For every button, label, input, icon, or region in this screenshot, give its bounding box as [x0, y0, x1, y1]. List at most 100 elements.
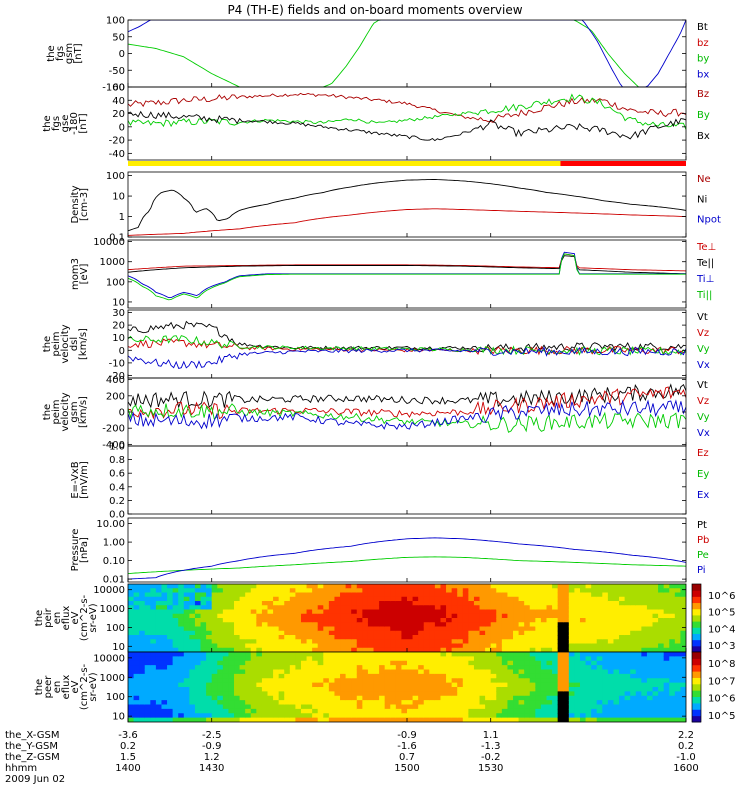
series-line-vt	[128, 383, 686, 409]
y-axis-label: mom3[eV]	[70, 258, 90, 290]
legend-entry: by	[697, 54, 709, 65]
spectrogram-image	[128, 652, 686, 722]
svg-text:mom3: mom3	[70, 258, 81, 290]
y-tick-label: 10.00	[96, 519, 125, 530]
y-tick-label: 1000	[100, 673, 125, 684]
x-axis-row-label: the_X-GSM	[5, 730, 59, 741]
panel-frame	[127, 171, 687, 238]
y-tick-label: 0	[119, 346, 125, 357]
series-line-bx	[128, 20, 686, 87]
series-line-ni	[128, 178, 686, 232]
y-axis-label: E=-VxB[mV/m]	[70, 461, 90, 499]
x-axis-tick-value: -2.5	[202, 730, 222, 741]
svg-text:dsl: dsl	[69, 337, 80, 351]
y-axis-label: Density[cm-3]	[70, 185, 90, 223]
y-tick-label: 0.1	[109, 233, 125, 244]
svg-text:fgs: fgs	[51, 116, 62, 131]
y-tick-label: 1	[119, 212, 125, 223]
y-tick-label: 10	[112, 642, 125, 653]
y-tick-label: 10	[112, 712, 125, 723]
svg-text:the: the	[46, 45, 57, 61]
y-tick-label: 10	[112, 297, 125, 308]
y-tick-label: 10	[112, 333, 125, 344]
svg-text:[mV/m]: [mV/m]	[79, 461, 90, 499]
svg-text:fgs: fgs	[55, 46, 66, 61]
y-tick-label: 60	[112, 83, 125, 94]
y-tick-label: 100	[106, 16, 125, 27]
x-axis-tick-value: -1.6	[397, 741, 417, 752]
y-tick-label: 200	[106, 391, 125, 402]
svg-text:sr-eV): sr-eV)	[88, 672, 99, 701]
series-line-vz	[128, 338, 686, 356]
y-tick-label: 0.8	[109, 455, 125, 466]
legend-velocity-gsm: Vt Vz Vy Vx	[697, 380, 710, 439]
svg-text:Density: Density	[70, 185, 81, 223]
legend-entry: Pb	[697, 535, 709, 546]
x-axis-row-label: the_Y-GSM	[5, 741, 58, 752]
y-tick-label: -200	[102, 424, 125, 435]
legend-entry: Ez	[697, 448, 709, 459]
y-tick-label: 0.0	[109, 510, 125, 521]
legend-entry: By	[697, 110, 710, 121]
svg-text:velocity: velocity	[60, 324, 71, 363]
legend-entry: Ne	[697, 174, 711, 185]
y-tick-label: 1.00	[103, 538, 125, 549]
y-tick-label: 0.10	[103, 556, 125, 567]
svg-text:[nPa]: [nPa]	[79, 537, 90, 563]
svg-text:Pressure: Pressure	[70, 529, 81, 572]
y-tick-label: 1.0	[109, 442, 125, 453]
legend-fgs-gsm: Bt bz by bx	[697, 22, 709, 80]
y-tick-label: -20	[109, 371, 125, 382]
y-tick-label: -20	[109, 136, 125, 147]
colorbar-tick-label: 10^5	[708, 711, 735, 722]
colorbar-tick-label: 10^5	[708, 608, 735, 619]
legend-entry: Te||	[696, 258, 714, 269]
svg-text:eV: eV	[70, 680, 81, 693]
legend-velocity-dsl: Vt Vz Vy Vx	[697, 312, 710, 371]
x-axis-tick-value: 1.5	[120, 752, 136, 763]
legend-entry: Pt	[697, 520, 707, 531]
y-tick-label: 0	[119, 49, 125, 60]
legend-entry: Vt	[697, 312, 708, 323]
y-tick-label: 0.6	[109, 469, 125, 480]
svg-text:[nT]: [nT]	[73, 43, 84, 63]
series-line-by	[128, 20, 639, 87]
panel-frame	[127, 445, 687, 515]
y-axis-label: Pressure[nPa]	[70, 529, 90, 572]
x-axis-tick-value: 1530	[478, 763, 503, 774]
svg-text:peim: peim	[51, 399, 62, 424]
svg-text:en: en	[52, 681, 63, 694]
y-tick-label: 10000	[93, 653, 125, 664]
x-axis-tick-value: -1.3	[481, 741, 501, 752]
y-tick-label: 50	[112, 32, 125, 43]
x-axis-tick-value: 1400	[115, 763, 140, 774]
svg-text:[km/s]: [km/s]	[78, 396, 89, 428]
y-tick-label: 30	[112, 308, 125, 319]
plot-title: P4 (TH-E) fields and on-board moments ov…	[227, 3, 522, 17]
legend-entry: bz	[697, 38, 709, 49]
panel-electron-spectrogram: 10^8 10^7 10^6 10^5 10000 1000 100 10 thepeerene…	[34, 651, 735, 723]
y-tick-label: 100	[106, 171, 125, 182]
y-tick-label: -100	[102, 83, 125, 94]
x-axis-tick-value: 0.7	[399, 752, 415, 763]
legend-entry: Ex	[697, 490, 709, 501]
panel-ion-spectrogram: 10^6 10^5 10^4 10^3 10000 1000 100 10 thepeirene…	[34, 583, 735, 653]
svg-text:[cm-3]: [cm-3]	[79, 188, 90, 221]
legend-entry: Vz	[697, 396, 709, 407]
panel-frame	[127, 86, 687, 161]
y-tick-label: 0	[119, 408, 125, 419]
y-tick-label: -50	[109, 66, 125, 77]
svg-text:the: the	[42, 404, 53, 420]
svg-text:eV: eV	[70, 611, 81, 624]
legend-entry: Te⊥	[696, 242, 716, 253]
legend-entry: Ti⊥	[696, 274, 714, 285]
legend-entry: Bx	[697, 131, 710, 142]
y-tick-label: 0.4	[109, 482, 125, 493]
x-axis-tick-value: 1.2	[204, 752, 220, 763]
